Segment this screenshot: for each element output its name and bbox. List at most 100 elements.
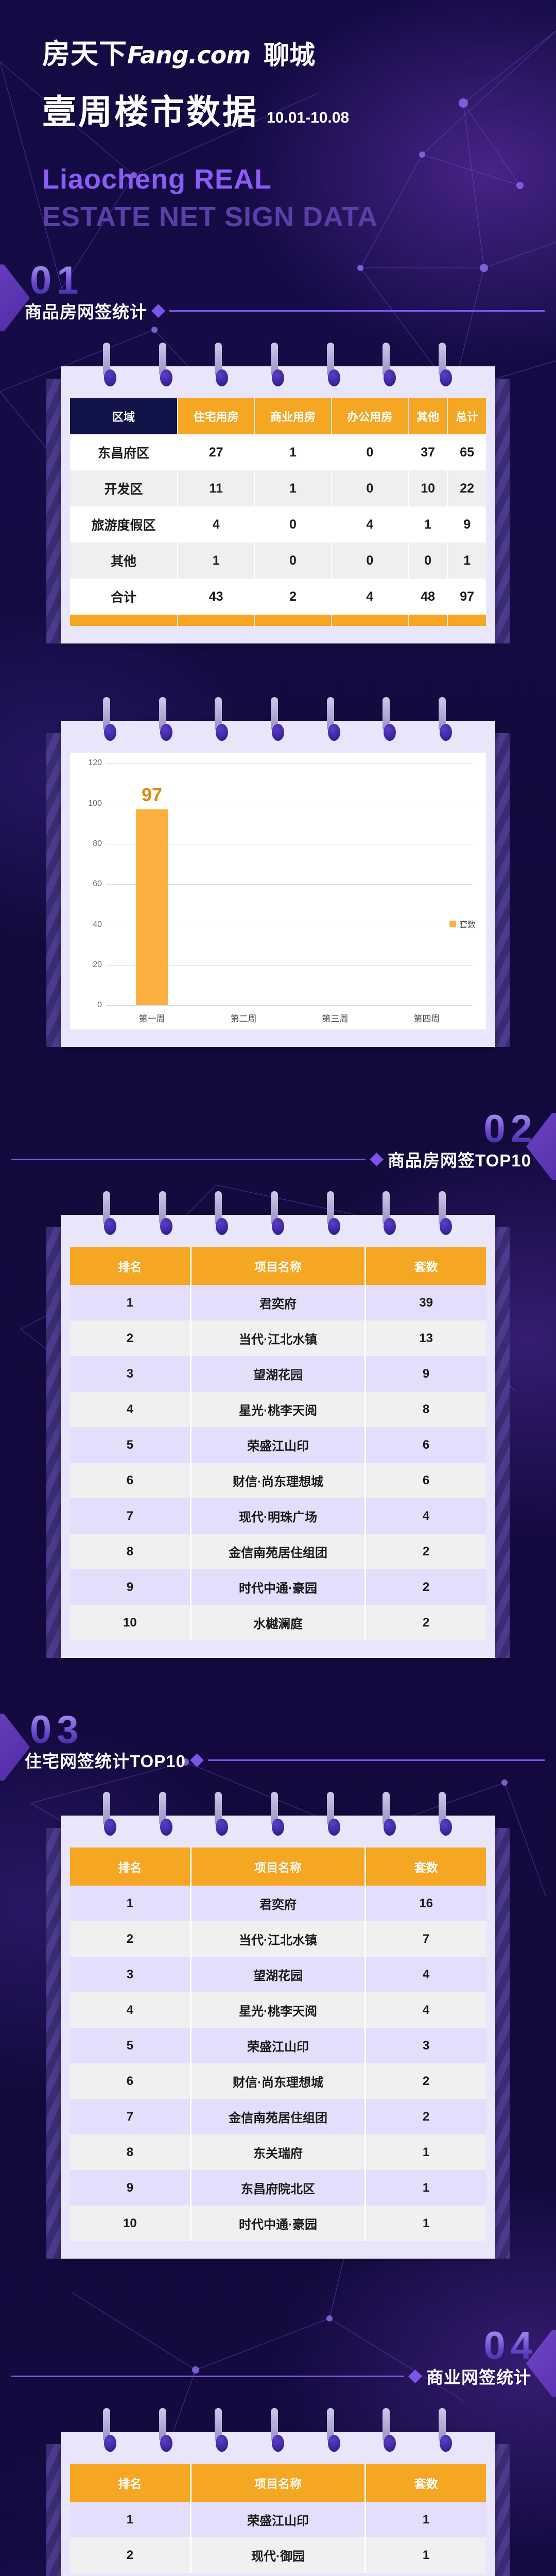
diamond-icon xyxy=(151,303,165,318)
column-header-project: 项目名称 xyxy=(190,1247,367,1285)
ring xyxy=(270,1191,285,1241)
cell-value: 4 xyxy=(178,506,255,543)
cell-units: 8 xyxy=(365,1392,486,1428)
chart-plot-area: 120 100 80 60 40 20 0 xyxy=(77,758,476,1009)
bar-series: 97 xyxy=(106,763,473,1006)
top10-commodity-card: 排名 项目名称 套数 1 君奕府 39 2 当代·江北水镇 13 3 望湖花园 9 4 星光·… xyxy=(46,1191,510,1658)
column-header-rank: 排名 xyxy=(70,1247,192,1285)
y-axis: 120 100 80 60 40 20 0 xyxy=(77,758,106,1009)
ring xyxy=(326,343,341,392)
table-row: 东昌府区 27 1 0 37 65 xyxy=(70,434,486,471)
section-rule xyxy=(11,1158,366,1160)
ring xyxy=(438,1792,453,1841)
section-number: 04 xyxy=(483,2324,537,2368)
cell-value: 0 xyxy=(331,543,409,579)
cell-units: 1 xyxy=(365,2502,486,2538)
y-tick-label: 80 xyxy=(93,839,102,849)
brand-row: 房天下Fang.com 聊城 xyxy=(42,38,556,70)
spiral-rings xyxy=(61,343,495,392)
ring xyxy=(383,1792,396,1841)
diamond-icon xyxy=(190,1753,204,1767)
ring xyxy=(383,343,396,392)
cell-value: 0 xyxy=(331,470,409,507)
date-range: 10.01-10.08 xyxy=(267,109,350,126)
brand-name: 房天下 xyxy=(42,38,127,70)
cell-project: 水樾澜庭 xyxy=(190,1605,367,1641)
table-row: 2 当代·江北水镇 13 xyxy=(70,1320,486,1357)
column-header: 总计 xyxy=(447,398,486,435)
cell-project: 时代中通·豪园 xyxy=(190,1569,367,1605)
cell-rank: 3 xyxy=(70,1356,192,1392)
table-row: 10 时代中通·豪园 1 xyxy=(70,2206,486,2242)
cell-value: 27 xyxy=(178,434,255,471)
top10-commodity-table: 排名 项目名称 套数 1 君奕府 39 2 当代·江北水镇 13 3 望湖花园 9 4 星光·… xyxy=(70,1247,486,1641)
cell-region: 合计 xyxy=(70,579,179,615)
table-row: 旅游度假区 4 0 4 1 9 xyxy=(70,506,486,543)
cell-project: 金信南苑居住组团 xyxy=(190,2099,367,2135)
cell-total: 97 xyxy=(447,579,486,615)
cell-project: 财信·尚东理想城 xyxy=(190,2063,367,2099)
table-row: 8 金信南苑居住组团 2 xyxy=(70,1534,486,1570)
card-sheet: 排名 项目名称 套数 1 荣盛江山印 1 2 现代·御园 1 xyxy=(61,2408,495,2576)
cell-rank: 3 xyxy=(70,1957,192,1993)
cell-rank: 1 xyxy=(70,2502,192,2538)
bar-cell xyxy=(289,763,381,1005)
ring xyxy=(326,697,341,747)
card-sheet: 区域 住宅用房 商业用房 办公用房 其他 总计 东昌府区 27 1 0 37 xyxy=(61,343,495,644)
column-header: 区域 xyxy=(70,398,179,435)
legend-swatch-icon xyxy=(449,920,456,927)
column-header: 其他 xyxy=(408,398,448,435)
ring xyxy=(326,1792,341,1841)
ring xyxy=(215,1792,229,1841)
cell-value: 1 xyxy=(178,543,255,579)
section-title: 住宅网签统计TOP10 xyxy=(25,1752,186,1771)
cell-rank: 4 xyxy=(70,1392,192,1428)
cell-units: 3 xyxy=(365,2028,486,2064)
section-title-row: 商品房网签统计 xyxy=(25,298,545,323)
table-accent-row xyxy=(70,615,486,626)
cell-project: 荣盛江山印 xyxy=(190,2502,367,2538)
cell-rank: 6 xyxy=(70,1463,192,1499)
table-head: 排名 项目名称 套数 xyxy=(70,2464,486,2502)
ring xyxy=(215,2408,229,2458)
table-body: 东昌府区 27 1 0 37 65 开发区 11 1 0 10 22 xyxy=(70,434,486,615)
cell-rank: 9 xyxy=(70,2170,192,2206)
ring xyxy=(270,1792,285,1841)
column-header: 办公用房 xyxy=(331,398,409,435)
y-tick-label: 100 xyxy=(88,799,102,808)
cell-total: 1 xyxy=(447,543,486,579)
section-title-row: 商品房网签TOP10 xyxy=(11,1147,531,1172)
table-row: 1 荣盛江山印 1 xyxy=(70,2502,486,2538)
table-header-row: 区域 住宅用房 商业用房 办公用房 其他 总计 xyxy=(70,398,486,435)
ring xyxy=(270,343,285,392)
table-row: 4 星光·桃李天阅 8 xyxy=(70,1392,486,1428)
table-row: 3 望湖花园 9 xyxy=(70,1356,486,1392)
spiral-rings xyxy=(61,697,495,747)
cell-units: 7 xyxy=(365,1921,486,1957)
cell-units: 2 xyxy=(365,2099,486,2135)
cell-units: 9 xyxy=(365,1356,486,1392)
table-row: 6 财信·尚东理想城 2 xyxy=(70,2063,486,2099)
ring xyxy=(159,343,173,392)
cell-value: 4 xyxy=(331,579,409,615)
commercial-table: 排名 项目名称 套数 1 荣盛江山印 1 2 现代·御园 1 xyxy=(70,2464,486,2573)
bar-cell xyxy=(198,763,289,1005)
table-body: 1 君奕府 39 2 当代·江北水镇 13 3 望湖花园 9 4 星光·桃李天阅 8 5 荣盛江山… xyxy=(70,1285,486,1641)
section-title-row: 住宅网签统计TOP10 xyxy=(25,1748,545,1772)
cell-project: 君奕府 xyxy=(190,1285,367,1321)
cell-rank: 7 xyxy=(70,1498,192,1534)
gridline xyxy=(106,1005,473,1006)
cell-units: 1 xyxy=(365,2537,486,2573)
section-heading-03: 03 住宅网签统计TOP10 xyxy=(0,1709,556,1787)
table-row: 8 东关瑞府 1 xyxy=(70,2134,486,2171)
cell-rank: 9 xyxy=(70,1569,192,1605)
cell-units: 4 xyxy=(365,1498,486,1534)
cell-units: 2 xyxy=(365,1569,486,1605)
table-header-row: 排名 项目名称 套数 xyxy=(70,1848,486,1886)
cell-value: 0 xyxy=(408,543,448,579)
table-row: 10 水樾澜庭 2 xyxy=(70,1605,486,1641)
plot: 97 套数 xyxy=(106,763,476,1006)
ring xyxy=(438,1191,453,1241)
cell-units: 2 xyxy=(365,2063,486,2099)
page-header: 房天下Fang.com 聊城 壹周楼市数据 10.01-10.08 Liaoch… xyxy=(0,0,556,231)
